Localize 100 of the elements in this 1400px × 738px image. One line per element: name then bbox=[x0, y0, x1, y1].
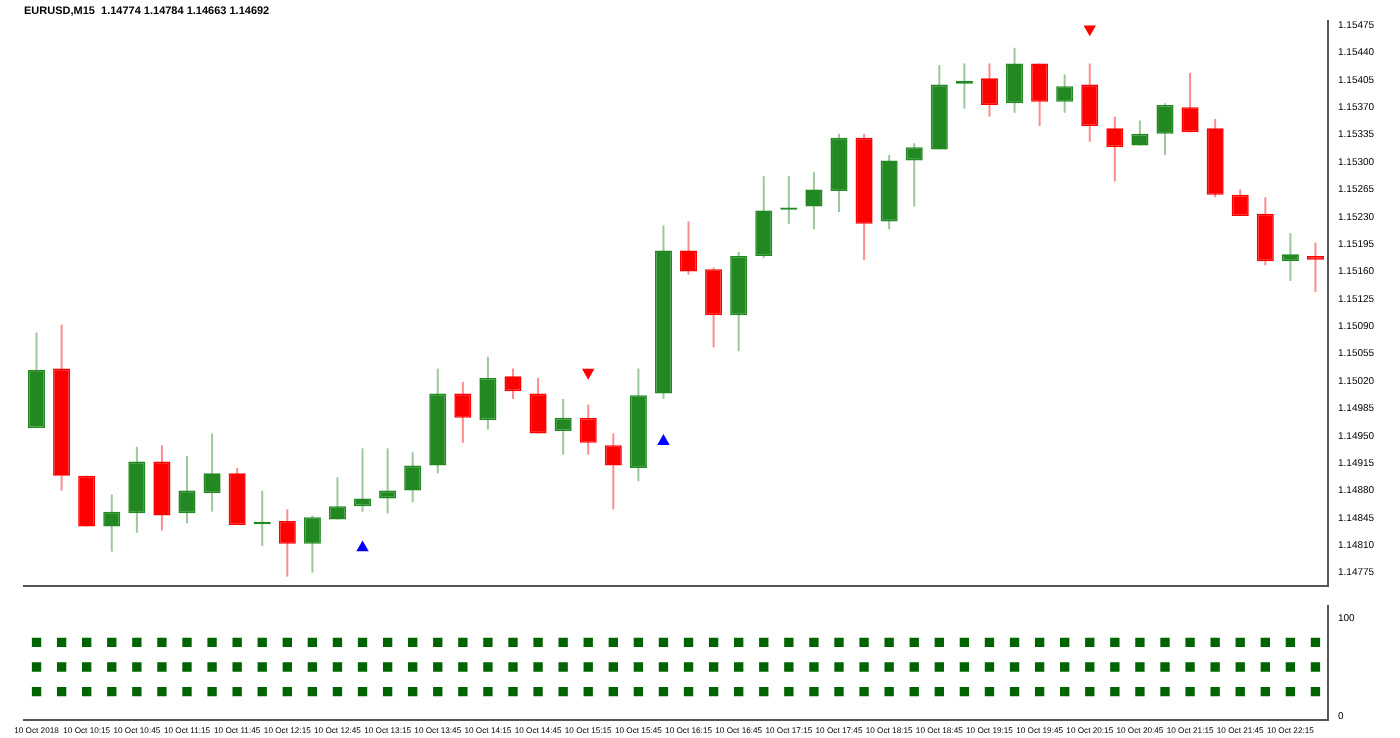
point bbox=[82, 637, 92, 648]
point bbox=[132, 686, 142, 697]
point bbox=[759, 637, 769, 648]
point bbox=[1310, 637, 1321, 648]
point bbox=[332, 637, 343, 648]
point bbox=[558, 637, 568, 648]
point bbox=[657, 435, 669, 445]
point bbox=[257, 686, 267, 697]
point bbox=[1034, 637, 1045, 648]
point bbox=[433, 637, 443, 648]
point bbox=[909, 686, 919, 697]
point bbox=[633, 637, 644, 648]
point bbox=[734, 686, 744, 697]
point bbox=[408, 637, 418, 648]
point bbox=[1260, 637, 1270, 648]
point bbox=[357, 637, 368, 648]
point bbox=[56, 662, 67, 672]
point bbox=[984, 686, 995, 697]
point bbox=[282, 662, 292, 672]
point bbox=[1310, 662, 1321, 672]
point bbox=[759, 662, 769, 672]
point bbox=[859, 662, 869, 672]
point bbox=[408, 662, 418, 672]
point bbox=[834, 686, 844, 697]
point bbox=[859, 637, 869, 648]
point bbox=[458, 686, 468, 697]
point bbox=[508, 662, 518, 672]
point bbox=[558, 686, 568, 697]
point bbox=[984, 662, 995, 672]
point bbox=[458, 637, 468, 648]
point bbox=[1034, 662, 1045, 672]
point bbox=[533, 686, 543, 697]
point bbox=[934, 662, 944, 672]
point bbox=[708, 686, 719, 697]
point bbox=[157, 662, 167, 672]
point bbox=[683, 637, 694, 648]
point bbox=[207, 686, 217, 697]
point bbox=[382, 686, 393, 697]
point bbox=[1160, 686, 1170, 697]
point bbox=[232, 637, 242, 648]
point bbox=[734, 662, 744, 672]
point bbox=[433, 686, 443, 697]
point bbox=[608, 686, 618, 697]
point bbox=[884, 662, 894, 672]
point bbox=[332, 686, 343, 697]
point bbox=[1185, 686, 1195, 697]
point bbox=[1210, 662, 1220, 672]
point bbox=[784, 637, 794, 648]
point bbox=[182, 637, 192, 648]
point bbox=[31, 686, 42, 697]
point bbox=[583, 662, 593, 672]
point bbox=[583, 686, 593, 697]
point bbox=[1060, 662, 1070, 672]
point bbox=[1160, 637, 1170, 648]
point bbox=[1285, 686, 1296, 697]
point bbox=[207, 662, 217, 672]
point bbox=[1085, 662, 1095, 672]
point bbox=[809, 637, 819, 648]
point bbox=[683, 662, 694, 672]
point bbox=[934, 637, 944, 648]
point bbox=[1185, 637, 1195, 648]
point bbox=[959, 637, 970, 648]
point bbox=[1310, 686, 1321, 697]
point bbox=[1085, 686, 1095, 697]
point bbox=[658, 686, 669, 697]
point bbox=[1110, 637, 1120, 648]
point bbox=[708, 662, 719, 672]
point bbox=[834, 662, 844, 672]
point bbox=[1210, 686, 1220, 697]
point bbox=[56, 686, 67, 697]
point bbox=[107, 686, 117, 697]
point bbox=[1110, 662, 1120, 672]
point bbox=[282, 637, 292, 648]
point bbox=[784, 662, 794, 672]
point bbox=[859, 686, 869, 697]
point bbox=[458, 662, 468, 672]
point bbox=[357, 541, 369, 552]
point bbox=[56, 637, 67, 648]
point bbox=[1260, 686, 1270, 697]
point bbox=[1085, 637, 1095, 648]
point bbox=[582, 368, 594, 379]
point bbox=[1060, 686, 1070, 697]
point bbox=[357, 686, 368, 697]
point bbox=[232, 662, 242, 672]
point bbox=[1160, 662, 1170, 672]
point bbox=[1285, 662, 1296, 672]
point bbox=[382, 662, 393, 672]
point bbox=[508, 637, 518, 648]
point bbox=[1009, 686, 1020, 697]
point bbox=[1235, 637, 1245, 648]
point bbox=[1034, 686, 1045, 697]
point bbox=[809, 686, 819, 697]
point bbox=[232, 686, 242, 697]
point bbox=[307, 662, 318, 672]
point bbox=[31, 637, 42, 648]
point bbox=[1285, 637, 1296, 648]
point bbox=[1235, 686, 1245, 697]
point bbox=[809, 662, 819, 672]
point bbox=[1009, 637, 1020, 648]
point bbox=[884, 686, 894, 697]
